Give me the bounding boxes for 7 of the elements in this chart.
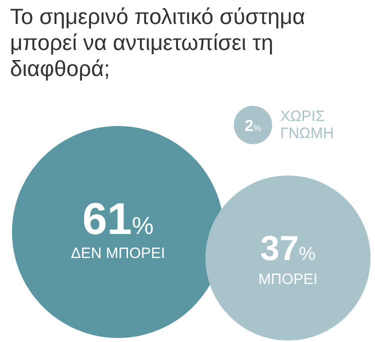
text: Το σημερινό πολιτικό σύστημα μπορεί να αντιμετωπίσει τη διαφθορά; — [10, 4, 306, 82]
data-label: 61% — [82, 195, 154, 244]
data-label: 37% — [260, 230, 316, 268]
category-label: ΧΩΡΙΣ ΓΝΩΜΗ — [280, 108, 334, 142]
category-label: ΜΠΟΡΕΙ — [258, 271, 318, 288]
category-label: ΔΕΝ ΜΠΟΡΕΙ — [70, 245, 166, 262]
data-label: 2% — [244, 118, 262, 135]
